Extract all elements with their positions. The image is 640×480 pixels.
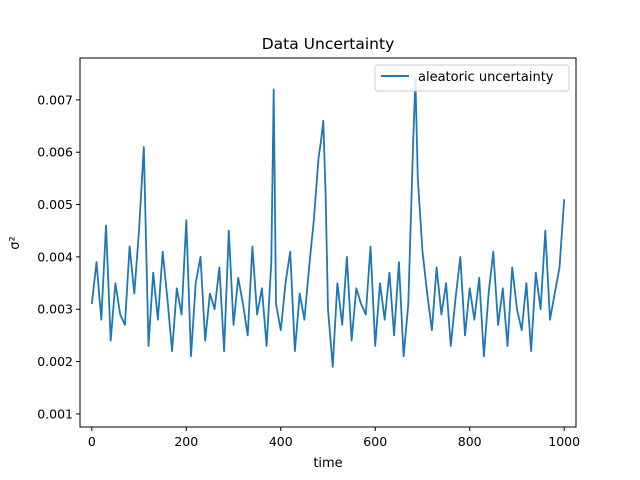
series-layer xyxy=(90,78,566,368)
y-tick-label: 0.004 xyxy=(37,249,73,264)
x-tick-label: 600 xyxy=(363,434,387,449)
plot-frame xyxy=(79,57,577,428)
plot-background xyxy=(80,58,576,427)
chart-title: Data Uncertainty xyxy=(262,35,395,53)
x-tick-label: 400 xyxy=(269,434,293,449)
series-line-0 xyxy=(90,78,566,368)
x-tick-label: 800 xyxy=(458,434,482,449)
plot-area xyxy=(79,57,577,428)
y-tick-label: 0.006 xyxy=(37,145,73,160)
x-tick-label: 0 xyxy=(88,434,96,449)
legend-box xyxy=(374,64,570,92)
y-tick-label: 0.003 xyxy=(37,302,73,317)
y-tick-label: 0.001 xyxy=(37,406,73,421)
y-tick-label: 0.002 xyxy=(37,354,73,369)
legend-label: aleatoric uncertainty xyxy=(418,70,554,85)
y-tick-label: 0.007 xyxy=(37,92,73,107)
y-tick-label: 0.005 xyxy=(37,197,73,212)
y-axis: 0.001 0.002 0.003 0.004 0.005 0.006 0.007 xyxy=(37,92,80,421)
x-axis-title: time xyxy=(313,456,342,471)
x-axis: 0 200 400 600 800 1000 xyxy=(88,427,580,449)
x-tick-label: 1000 xyxy=(548,434,580,449)
y-axis-title: σ² xyxy=(8,236,23,249)
x-tick-label: 200 xyxy=(174,434,198,449)
legend: aleatoric uncertainty xyxy=(374,64,570,92)
